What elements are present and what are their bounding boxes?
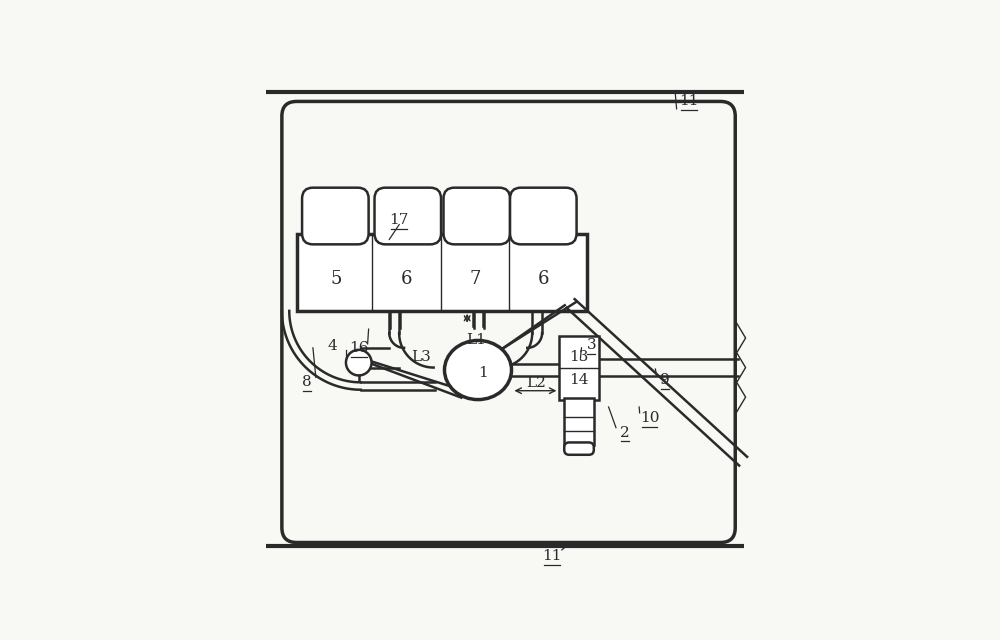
Bar (564, 398, 594, 445)
Text: 4: 4 (327, 339, 337, 353)
FancyBboxPatch shape (282, 101, 735, 543)
Bar (559, 335, 599, 399)
Text: L2: L2 (526, 376, 546, 390)
Text: 9: 9 (660, 373, 670, 387)
FancyBboxPatch shape (510, 188, 577, 244)
Text: 10: 10 (640, 411, 659, 425)
Text: 11: 11 (679, 95, 699, 108)
FancyBboxPatch shape (302, 188, 369, 244)
Text: 16: 16 (349, 341, 368, 355)
FancyBboxPatch shape (444, 188, 510, 244)
Text: L1: L1 (466, 333, 486, 348)
Text: 8: 8 (302, 375, 312, 389)
Circle shape (346, 350, 372, 376)
Bar (297, 234, 587, 311)
FancyBboxPatch shape (375, 188, 441, 244)
Text: 2: 2 (620, 426, 630, 440)
Text: 6: 6 (537, 270, 549, 288)
Text: 3: 3 (587, 339, 596, 353)
Text: 11: 11 (542, 549, 562, 563)
Text: 14: 14 (569, 373, 589, 387)
Text: 13: 13 (569, 349, 589, 364)
Text: 1: 1 (478, 367, 488, 380)
Text: L3: L3 (411, 349, 431, 364)
Text: 7: 7 (470, 270, 481, 288)
Ellipse shape (444, 340, 512, 399)
Text: 17: 17 (389, 212, 409, 227)
Text: 5: 5 (331, 270, 342, 288)
FancyBboxPatch shape (564, 442, 594, 455)
Text: 6: 6 (401, 270, 412, 288)
